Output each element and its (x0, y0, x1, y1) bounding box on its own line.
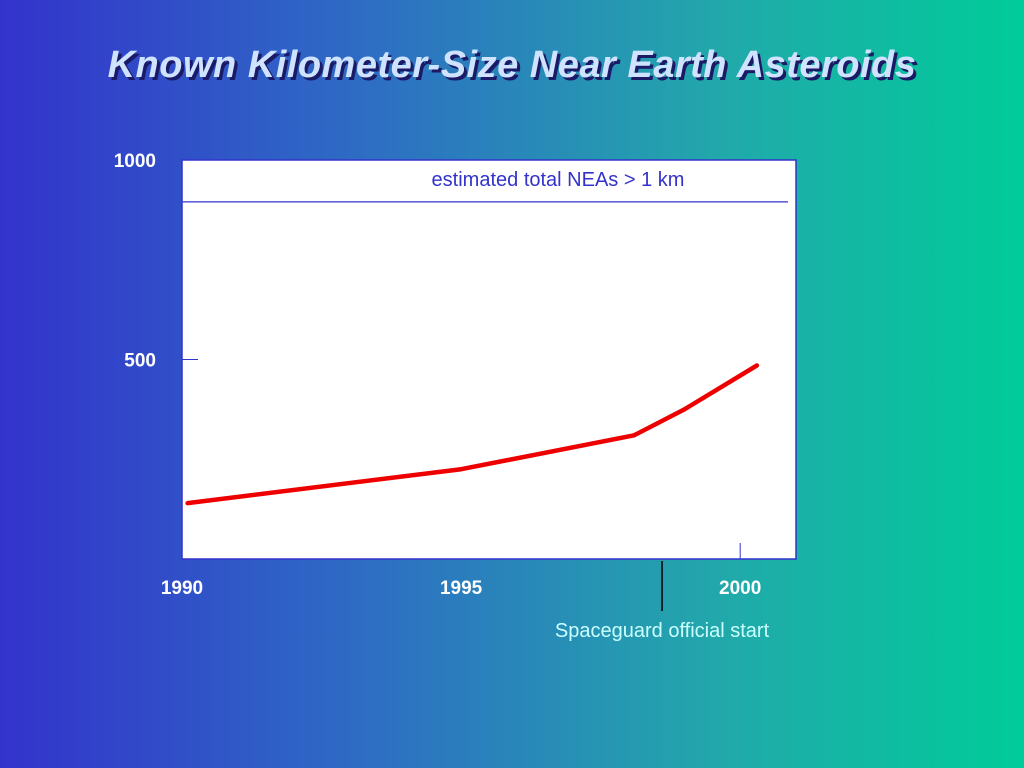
series-point (682, 407, 687, 412)
y-tick-label: 500 (124, 351, 156, 372)
slide-title: Known Kilometer-Size Near Earth Asteroid… (107, 44, 917, 86)
y-tick-label: 1000 (114, 151, 156, 172)
plot-area (181, 159, 797, 560)
series-point (754, 363, 760, 368)
series-point (458, 467, 464, 472)
reference-line-label: estimated total NEAs > 1 km (432, 169, 685, 191)
x-tick-label: 1990 (161, 578, 203, 599)
x-tick-label: 2000 (719, 578, 761, 599)
x-tick-label: 1995 (440, 578, 483, 599)
series-point (631, 433, 637, 438)
spaceguard-marker-label: Spaceguard official start (555, 620, 770, 642)
series-point (185, 500, 190, 506)
